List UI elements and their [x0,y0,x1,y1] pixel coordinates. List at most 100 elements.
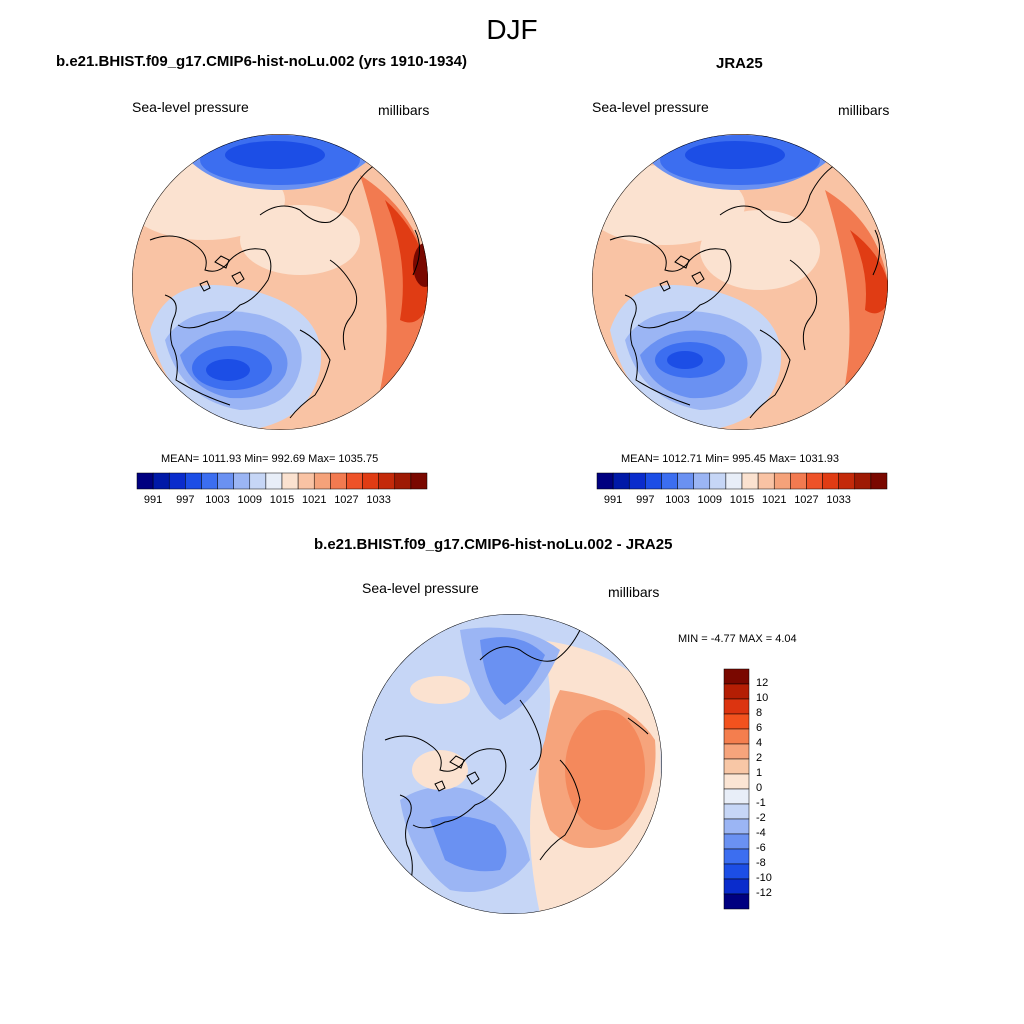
colorbar-swatch [870,472,888,490]
colorbar-swatch [741,472,759,490]
colorbar-swatch [723,668,750,685]
model-variable-label: Sea-level pressure [132,99,249,115]
colorbar-swatch [313,472,331,490]
colorbar-tick-label: 1027 [334,494,359,506]
model-panel-title: b.e21.BHIST.f09_g17.CMIP6-hist-noLu.002 … [56,53,467,70]
diff-stats: MIN = -4.77 MAX = 4.04 [678,633,797,645]
colorbar-swatch [297,472,315,490]
colorbar-swatch [723,683,750,700]
colorbar-tick-label: 1027 [794,494,819,506]
colorbar-swatch [249,472,267,490]
colorbar-swatch [201,472,218,490]
colorbar-swatch [723,818,750,835]
model-colorbar [136,472,428,490]
colorbar-swatch [281,472,299,490]
colorbar-swatch [628,472,646,490]
colorbar-tick-label: -8 [756,857,766,869]
colorbar-tick-label: 997 [636,494,655,506]
colorbar-tick-label: 991 [143,494,163,506]
colorbar-tick-label: 1 [756,767,763,779]
obs-colorbar [596,472,888,490]
colorbar-swatch [790,472,807,490]
colorbar-tick-label: 1033 [826,494,851,506]
colorbar-swatch [410,472,428,490]
colorbar-tick-label: -12 [756,887,772,899]
colorbar-swatch [612,472,630,490]
colorbar-swatch [233,472,251,490]
diff-variable-label: Sea-level pressure [362,580,479,596]
colorbar-swatch [723,743,750,760]
colorbar-tick-label: 1033 [366,494,391,506]
colorbar-swatch [723,833,750,850]
colorbar-swatch [723,878,750,895]
colorbar-tick-label: 10 [756,692,769,704]
colorbar-swatch [645,472,662,490]
colorbar-swatch [168,472,186,490]
colorbar-swatch [265,472,283,490]
colorbar-swatch [723,803,750,820]
colorbar-swatch [854,472,872,490]
colorbar-tick-label: 1021 [301,494,327,506]
colorbar-swatch [677,472,694,490]
model-units-label: millibars [378,102,430,118]
obs-polar-map [592,134,888,430]
colorbar-swatch [723,788,750,805]
figure-title: DJF [486,14,538,45]
colorbar-tick-label: 1003 [665,494,690,506]
colorbar-tick-label: 12 [756,677,769,689]
colorbar-tick-label: 0 [756,782,763,794]
colorbar-swatch [346,472,363,490]
colorbar-swatch [757,472,775,490]
colorbar-swatch [330,472,347,490]
colorbar-tick-label: -6 [756,842,766,854]
colorbar-swatch [838,472,856,490]
colorbar-swatch [185,472,202,490]
colorbar-swatch [378,472,396,490]
colorbar-swatch [693,472,711,490]
colorbar-swatch [362,472,379,490]
obs-stats: MEAN= 1012.71 Min= 995.45 Max= 1031.93 [621,453,840,465]
colorbar-swatch [723,848,750,865]
diff-units-label: millibars [608,584,660,600]
diff-colorbar [723,668,750,910]
colorbar-swatch [152,472,170,490]
colorbar-tick-label: 1003 [205,494,230,506]
model-polar-map [132,134,428,430]
colorbar-tick-label: -1 [756,797,766,809]
diff-panel-title: b.e21.BHIST.f09_g17.CMIP6-hist-noLu.002 … [314,536,673,553]
colorbar-swatch [723,758,750,775]
colorbar-swatch [723,773,750,790]
colorbar-tick-label: 1009 [237,494,262,506]
colorbar-tick-label: 6 [756,722,763,734]
colorbar-swatch [661,472,678,490]
colorbar-swatch [723,713,750,730]
obs-units-label: millibars [838,102,890,118]
colorbar-swatch [723,893,750,910]
colorbar-tick-label: 1015 [269,494,295,506]
obs-variable-label: Sea-level pressure [592,99,709,115]
colorbar-tick-label: 2 [756,752,763,764]
colorbar-tick-label: 4 [756,737,763,749]
colorbar-swatch [217,472,234,490]
colorbar-tick-label: 991 [603,494,623,506]
colorbar-swatch [394,472,412,490]
colorbar-swatch [773,472,791,490]
colorbar-swatch [709,472,727,490]
colorbar-tick-label: 8 [756,707,763,719]
colorbar-swatch [723,863,750,880]
colorbar-swatch [822,472,839,490]
colorbar-swatch [806,472,823,490]
diff-polar-map [362,614,662,914]
colorbar-swatch [723,698,750,715]
colorbar-tick-label: 997 [176,494,195,506]
colorbar-tick-label: 1021 [761,494,787,506]
colorbar-swatch [723,728,750,745]
colorbar-tick-label: 1009 [697,494,722,506]
colorbar-tick-label: -10 [756,872,772,884]
model-stats: MEAN= 1011.93 Min= 992.69 Max= 1035.75 [161,453,379,465]
colorbar-swatch [136,472,154,490]
obs-panel-title: JRA25 [716,55,763,72]
colorbar-swatch [596,472,614,490]
colorbar-swatch [725,472,743,490]
